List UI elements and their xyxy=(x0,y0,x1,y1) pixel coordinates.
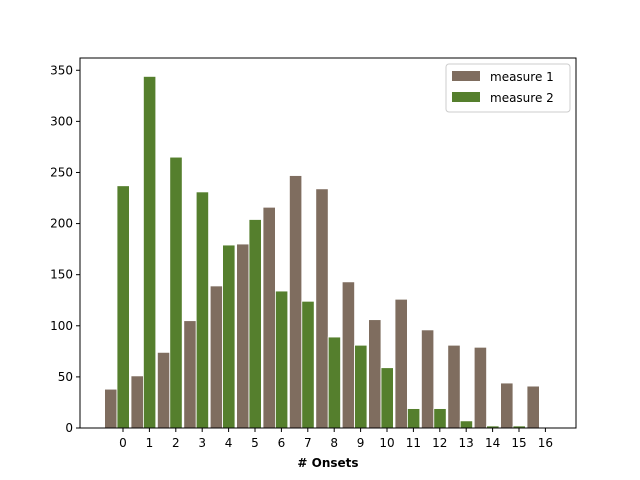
bar-measure-2-3 xyxy=(195,191,209,429)
x-tick-label-16: 16 xyxy=(538,436,553,450)
x-tick-label-15: 15 xyxy=(511,436,526,450)
bar-measure-2-8 xyxy=(327,336,342,429)
x-tick-label-11: 11 xyxy=(406,436,421,450)
bar-measure-1-14 xyxy=(473,346,488,429)
legend: measure 1 measure 2 xyxy=(445,63,571,113)
bar-measure-1-1 xyxy=(130,375,144,429)
y-tick-label-0: 0 xyxy=(65,421,73,435)
bar-measure-2-11 xyxy=(406,408,421,429)
bar-measure-2-4 xyxy=(222,244,236,429)
x-tick-label-13: 13 xyxy=(459,436,474,450)
x-axis: 0 1 2 3 4 5 6 7 8 9 10 11 12 13 14 15 16 xyxy=(119,428,553,450)
bar-measure-1-12 xyxy=(420,329,435,429)
y-tick-label-300: 300 xyxy=(50,114,73,128)
y-tick-label-250: 250 xyxy=(50,165,73,179)
bar-measure-1-8 xyxy=(315,188,329,429)
bar-measure-1-11 xyxy=(394,298,408,429)
bar-measure-1-10 xyxy=(368,319,382,429)
x-tick-label-0: 0 xyxy=(119,436,127,450)
bar-measure-1-7 xyxy=(288,175,303,429)
bar-measure-1-3 xyxy=(183,320,197,429)
x-tick-label-1: 1 xyxy=(146,436,154,450)
bar-measure-2-5 xyxy=(248,219,262,429)
x-tick-label-4: 4 xyxy=(225,436,233,450)
x-tick-label-6: 6 xyxy=(278,436,286,450)
x-tick-label-8: 8 xyxy=(330,436,338,450)
bar-measure-2-6 xyxy=(274,290,289,429)
x-tick-label-12: 12 xyxy=(432,436,447,450)
bar-measure-2-1 xyxy=(142,76,157,429)
bar-measure-1-0 xyxy=(104,388,118,429)
bar-measure-2-7 xyxy=(301,300,315,429)
bar-measure-1-9 xyxy=(341,281,356,429)
bar-measure-1-4 xyxy=(209,285,223,429)
bar-measure-2-2 xyxy=(169,156,183,429)
y-axis: 0 50 100 150 200 250 300 350 xyxy=(50,63,80,435)
y-tick-label-50: 50 xyxy=(58,370,73,384)
bar-measure-2-9 xyxy=(354,344,368,429)
x-tick-label-2: 2 xyxy=(172,436,180,450)
y-tick-label-200: 200 xyxy=(50,217,73,231)
x-tick-label-3: 3 xyxy=(198,436,206,450)
x-tick-label-10: 10 xyxy=(379,436,394,450)
y-tick-label-150: 150 xyxy=(50,268,73,282)
bar-measure-1-15 xyxy=(500,382,514,429)
bar-measure-2-13 xyxy=(459,420,474,429)
bar-measure-1-5 xyxy=(236,243,250,429)
bar-measure-2-10 xyxy=(380,367,394,429)
plot-frame xyxy=(79,57,577,429)
bar-measure-1-16 xyxy=(526,385,540,429)
x-tick-label-7: 7 xyxy=(304,436,312,450)
x-tick-label-5: 5 xyxy=(251,436,259,450)
x-axis-title: # Onsets xyxy=(297,456,358,470)
x-tick-label-9: 9 xyxy=(357,436,365,450)
y-tick-label-100: 100 xyxy=(50,319,73,333)
bar-measure-1-13 xyxy=(447,344,461,429)
x-tick-label-14: 14 xyxy=(485,436,500,450)
bar-measure-2-0 xyxy=(116,185,130,429)
bar-measure-1-2 xyxy=(156,351,171,429)
bar-measure-2-12 xyxy=(433,408,447,429)
legend-label-measure-2: measure 2 xyxy=(490,91,554,105)
legend-label-measure-1: measure 1 xyxy=(490,70,554,84)
legend-swatch-measure-1 xyxy=(452,71,480,81)
legend-swatch-measure-2 xyxy=(452,92,480,102)
bar-measure-1-6 xyxy=(262,206,276,429)
bars-group xyxy=(104,76,540,429)
y-tick-label-350: 350 xyxy=(50,63,73,77)
